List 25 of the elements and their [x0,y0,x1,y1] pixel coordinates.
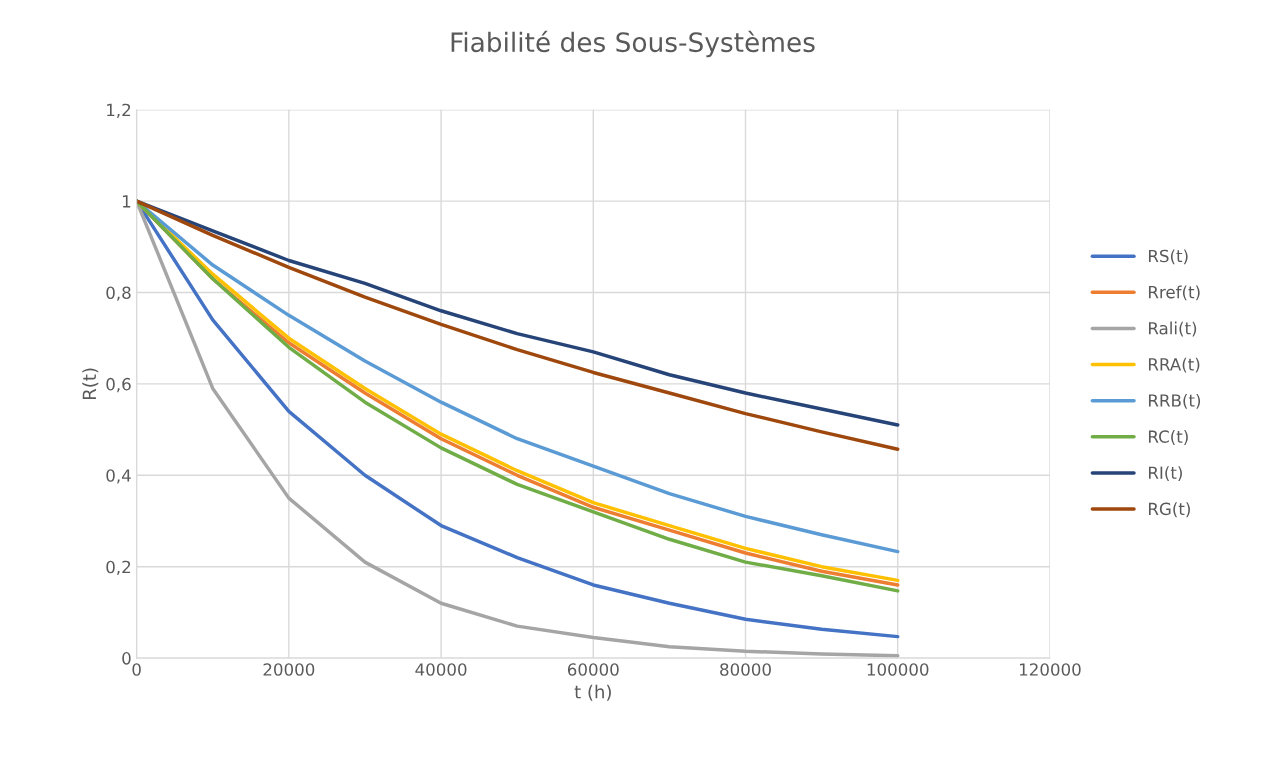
x-tick-label: 0 [132,663,141,676]
x-tick-label: 20000 [263,663,315,676]
legend-label: RRA(t) [1148,357,1200,373]
legend-label: RRB(t) [1148,393,1201,409]
x-axis-title: t (h) [574,684,611,701]
legend-label: RI(t) [1148,466,1182,482]
y-tick-label: 1,2 [107,103,131,118]
legend-label: RG(t) [1148,502,1190,518]
y-tick-label: 0,4 [106,469,131,484]
x-tick-label: 120000 [1019,663,1081,676]
x-tick-label: 40000 [415,663,467,676]
y-tick-label: 0,2 [106,560,131,575]
x-tick-label: 80000 [720,663,771,676]
legend-label: RS(t) [1148,249,1188,265]
chart-title: Fiabilité des Sous-Systèmes [451,30,815,58]
legend-label: Rref(t) [1148,285,1200,301]
y-tick-label: 0,8 [106,286,131,301]
legend-label: Rali(t) [1148,321,1197,337]
legend-label: RC(t) [1148,430,1188,445]
x-tick-label: 100000 [867,663,929,676]
y-tick-label: 0,6 [106,377,131,393]
y-tick-label: 1 [122,195,131,208]
y-axis-title: R(t) [82,368,99,399]
y-tick-label: 0 [122,652,131,665]
x-tick-label: 60000 [567,663,619,676]
